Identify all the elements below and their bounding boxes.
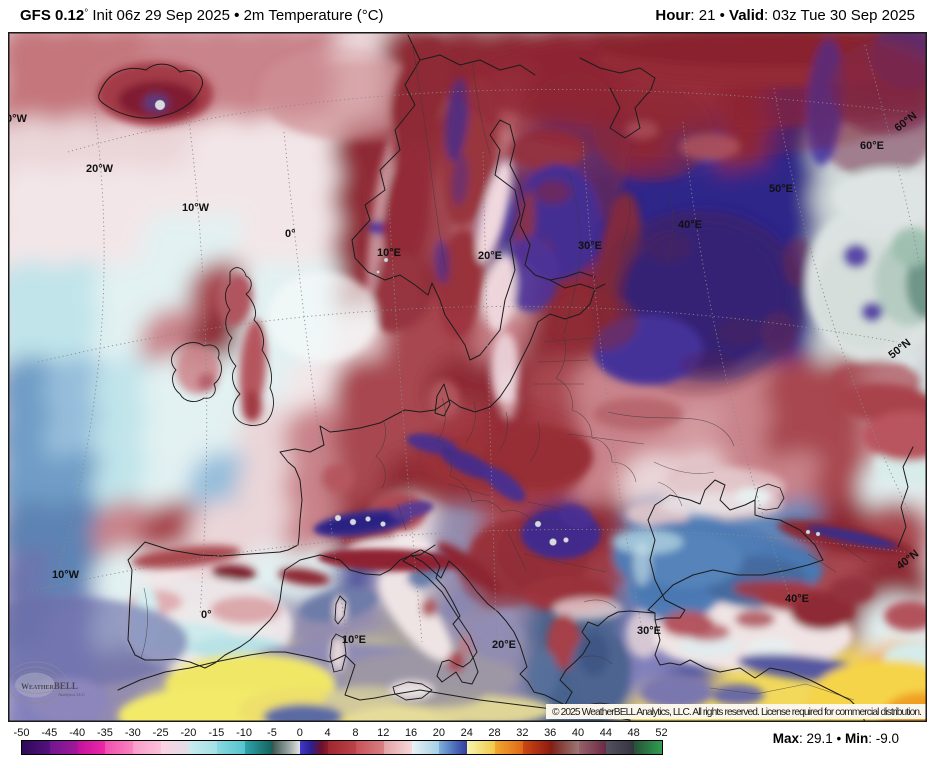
svg-text:60°E: 60°E	[860, 140, 884, 152]
svg-text:0°W: 0°W	[8, 113, 28, 125]
svg-text:0°: 0°	[285, 228, 296, 240]
svg-text:50°E: 50°E	[769, 183, 793, 195]
svg-text:© 2025 WeatherBELL Analytics,: © 2025 WeatherBELL Analytics, LLC. All r…	[552, 707, 922, 718]
svg-text:Analytics LLC: Analytics LLC	[58, 692, 85, 697]
svg-text:40°E: 40°E	[785, 593, 809, 605]
svg-text:40°E: 40°E	[678, 219, 702, 231]
svg-text:20°E: 20°E	[492, 639, 516, 651]
svg-text:10°E: 10°E	[377, 247, 401, 259]
svg-text:0°: 0°	[201, 609, 212, 621]
svg-text:10°W: 10°W	[52, 569, 80, 581]
svg-text:10°E: 10°E	[342, 634, 366, 646]
svg-text:20°E: 20°E	[478, 250, 502, 262]
svg-text:30°E: 30°E	[637, 625, 661, 637]
svg-text:WEATHERBELL: WEATHERBELL	[21, 681, 78, 691]
svg-text:10°W: 10°W	[182, 202, 210, 214]
svg-text:30°E: 30°E	[578, 240, 602, 252]
svg-text:20°W: 20°W	[86, 163, 114, 175]
